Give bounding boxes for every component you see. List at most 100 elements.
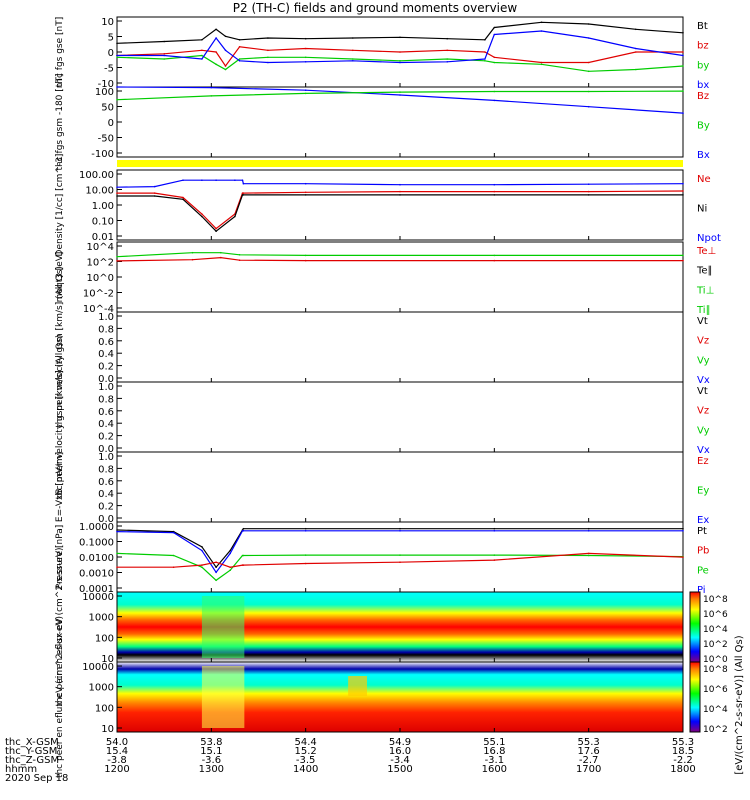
y-tick-label: -100 [91, 149, 114, 160]
data-point [304, 194, 307, 196]
x-row-value: 17.6 [578, 746, 600, 757]
series-Ne [117, 190, 684, 230]
data-point [399, 194, 401, 196]
data-point [201, 549, 203, 552]
y-tick-label: 1.0 [98, 452, 114, 463]
data-point [682, 32, 684, 34]
data-point [682, 194, 684, 196]
data-point [587, 183, 590, 185]
data-point [242, 192, 245, 194]
legend-entry: Te∥ [696, 266, 713, 277]
data-point [446, 61, 449, 63]
data-point [201, 564, 203, 566]
colorbar-tick-label: 10^6 [703, 685, 728, 695]
data-point [116, 529, 118, 531]
data-point [399, 36, 401, 39]
data-point [682, 182, 684, 185]
data-point [352, 49, 354, 52]
series-Pi [116, 530, 683, 574]
y-tick-label: 0.2 [98, 432, 114, 443]
data-point [304, 47, 307, 50]
data-point [484, 60, 486, 62]
y-axis-label: Density [1/cc] [cm^-3] [55, 154, 65, 257]
data-point [229, 566, 231, 568]
y-tick-label: -50 [98, 134, 114, 145]
data-point [493, 559, 496, 561]
x-row-value: 1600 [482, 764, 507, 775]
data-point [635, 68, 637, 71]
data-point [234, 179, 236, 181]
data-point [220, 256, 222, 259]
data-point [304, 37, 307, 40]
data-point [682, 190, 684, 192]
data-point [446, 58, 449, 60]
y-tick-label: 100 [95, 87, 114, 98]
data-point [587, 70, 590, 73]
y-tick-label: 1.0 [98, 312, 114, 323]
data-point [587, 23, 590, 25]
data-point [540, 63, 543, 66]
data-point [153, 192, 156, 194]
x-row-value: 54.9 [389, 737, 411, 748]
data-point [352, 37, 354, 39]
data-point [493, 190, 496, 193]
data-point [210, 95, 213, 97]
y-tick-label: 1.00 [92, 201, 114, 212]
data-point [682, 556, 684, 558]
data-point [399, 61, 401, 64]
data-point [182, 179, 184, 181]
data-point [493, 61, 496, 64]
data-point [201, 213, 203, 215]
data-point [399, 527, 401, 530]
y-tick-label: 0.10 [92, 217, 114, 228]
data-point [304, 89, 307, 91]
data-point [484, 51, 486, 53]
y-tick-label: 10^4 [87, 242, 114, 253]
panel-frame [116, 381, 684, 453]
legend-entry: Pb [697, 546, 709, 557]
data-point [682, 254, 684, 257]
legend-entry: Vy [697, 355, 710, 366]
date-label: 2020 Sep 18 [5, 773, 68, 784]
data-point [242, 530, 245, 532]
x-row-value: -3.4 [390, 755, 410, 766]
data-point [116, 195, 118, 197]
y-tick-label: 0.0100 [79, 553, 114, 564]
data-point [241, 179, 244, 181]
y-tick-label: 1.0000 [79, 522, 114, 533]
x-row-value: 16.0 [389, 746, 411, 757]
y-tick-label: 1.0 [98, 382, 114, 393]
x-row-value: 1800 [670, 764, 695, 775]
panel-peir_en_eflux: 10000 1000 100 10 thc peir en eflux eV (cm^2… [55, 547, 728, 706]
legend-entry: Vx [697, 445, 710, 456]
data-point [304, 61, 307, 63]
data-point [201, 566, 203, 568]
data-point [540, 30, 543, 32]
data-point [493, 259, 496, 262]
data-point [493, 554, 496, 556]
y-tick-label: 0 [108, 48, 114, 59]
data-point [304, 182, 307, 185]
y-tick-label: -10 [98, 79, 114, 90]
y-tick-label: 10^2 [87, 258, 114, 269]
data-point [163, 54, 165, 57]
colorbar-tick-label: 10^2 [703, 640, 728, 650]
data-point [399, 91, 401, 93]
data-point [172, 566, 175, 568]
panel-fgs_gsm: 100 50 0 -50 -100 thc fgs gsm -180 [nT] Bz By Bx [55, 73, 710, 170]
data-point [399, 183, 401, 186]
x-row-value: -3.1 [485, 755, 505, 766]
x-row-value: 54.0 [106, 737, 128, 748]
data-point [493, 254, 496, 257]
data-point [304, 92, 307, 95]
x-row-value: -2.7 [579, 755, 599, 766]
x-row-value: 55.3 [672, 737, 694, 748]
data-point [484, 39, 486, 41]
legend-entry: Ey [697, 485, 709, 496]
x-row-value: 18.5 [672, 746, 694, 757]
data-point [215, 571, 217, 574]
data-point [116, 530, 118, 533]
legend-entry: Pe [697, 565, 709, 576]
